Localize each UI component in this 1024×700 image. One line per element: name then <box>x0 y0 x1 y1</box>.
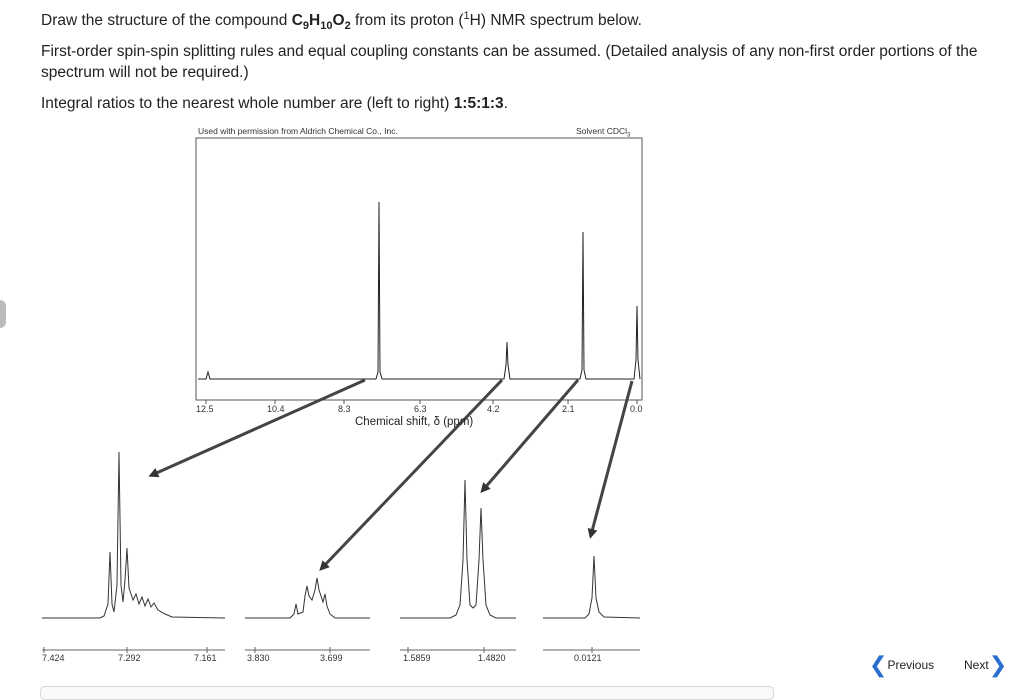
next-button[interactable]: Next ❯ <box>964 652 1008 677</box>
axis-tick: 2.1 <box>562 404 575 414</box>
expansion-quartet-trace <box>245 577 370 619</box>
axis-tick: 0.0 <box>630 404 643 414</box>
expansion-tick: 7.161 <box>194 653 217 663</box>
axis-tick: 8.3 <box>338 404 351 414</box>
expansion-tms-trace <box>543 555 641 619</box>
question-line-1: Draw the structure of the compound C9H10… <box>41 10 642 33</box>
answer-panel-edge <box>40 686 774 700</box>
expansion-tick: 7.424 <box>42 653 65 663</box>
expansion-doublet-trace <box>400 479 516 619</box>
x-axis-label: Chemical shift, δ (ppm) <box>355 416 474 428</box>
arrow-to-quartet <box>319 378 504 571</box>
permission-note: Used with permission from Aldrich Chemic… <box>198 126 398 136</box>
main-axis-ticks <box>205 400 638 404</box>
expansion-tick: 0.0121 <box>574 653 602 663</box>
question-text: Draw the structure of the compound <box>41 12 292 30</box>
expansion-aromatic-trace <box>42 451 226 619</box>
arrow-to-tms <box>587 380 634 539</box>
molecular-formula: C9H10O2 <box>291 12 351 33</box>
axis-tick: 4.2 <box>487 404 500 414</box>
expansion-tick: 3.699 <box>320 653 343 663</box>
arrow-to-doublet <box>480 379 580 494</box>
axis-tick: 6.3 <box>414 404 427 414</box>
spectrum-frame <box>195 137 643 401</box>
main-spectrum-trace <box>198 201 641 380</box>
expansion-tick: 1.4820 <box>478 653 506 663</box>
arrow-to-aromatic <box>148 378 366 478</box>
scroll-edge-handle <box>0 300 6 328</box>
chevron-left-icon: ❮ <box>869 652 888 677</box>
axis-tick: 10.4 <box>267 404 285 414</box>
axis-tick: 12.5 <box>196 404 214 414</box>
question-instructions: First-order spin-spin splitting rules an… <box>41 43 978 81</box>
expansion-tick: 3.830 <box>247 653 270 663</box>
chevron-right-icon: ❯ <box>988 652 1008 677</box>
previous-button[interactable]: ❮ Previous <box>869 652 935 677</box>
integral-ratio: 1:5:1:3 <box>453 95 504 112</box>
solvent-label: Solvent CDCl3 <box>576 126 631 139</box>
integral-ratio-line: Integral ratios to the nearest whole num… <box>41 95 508 112</box>
expansion-tick: 1.5859 <box>403 653 431 663</box>
expansion-tick: 7.292 <box>118 653 141 663</box>
